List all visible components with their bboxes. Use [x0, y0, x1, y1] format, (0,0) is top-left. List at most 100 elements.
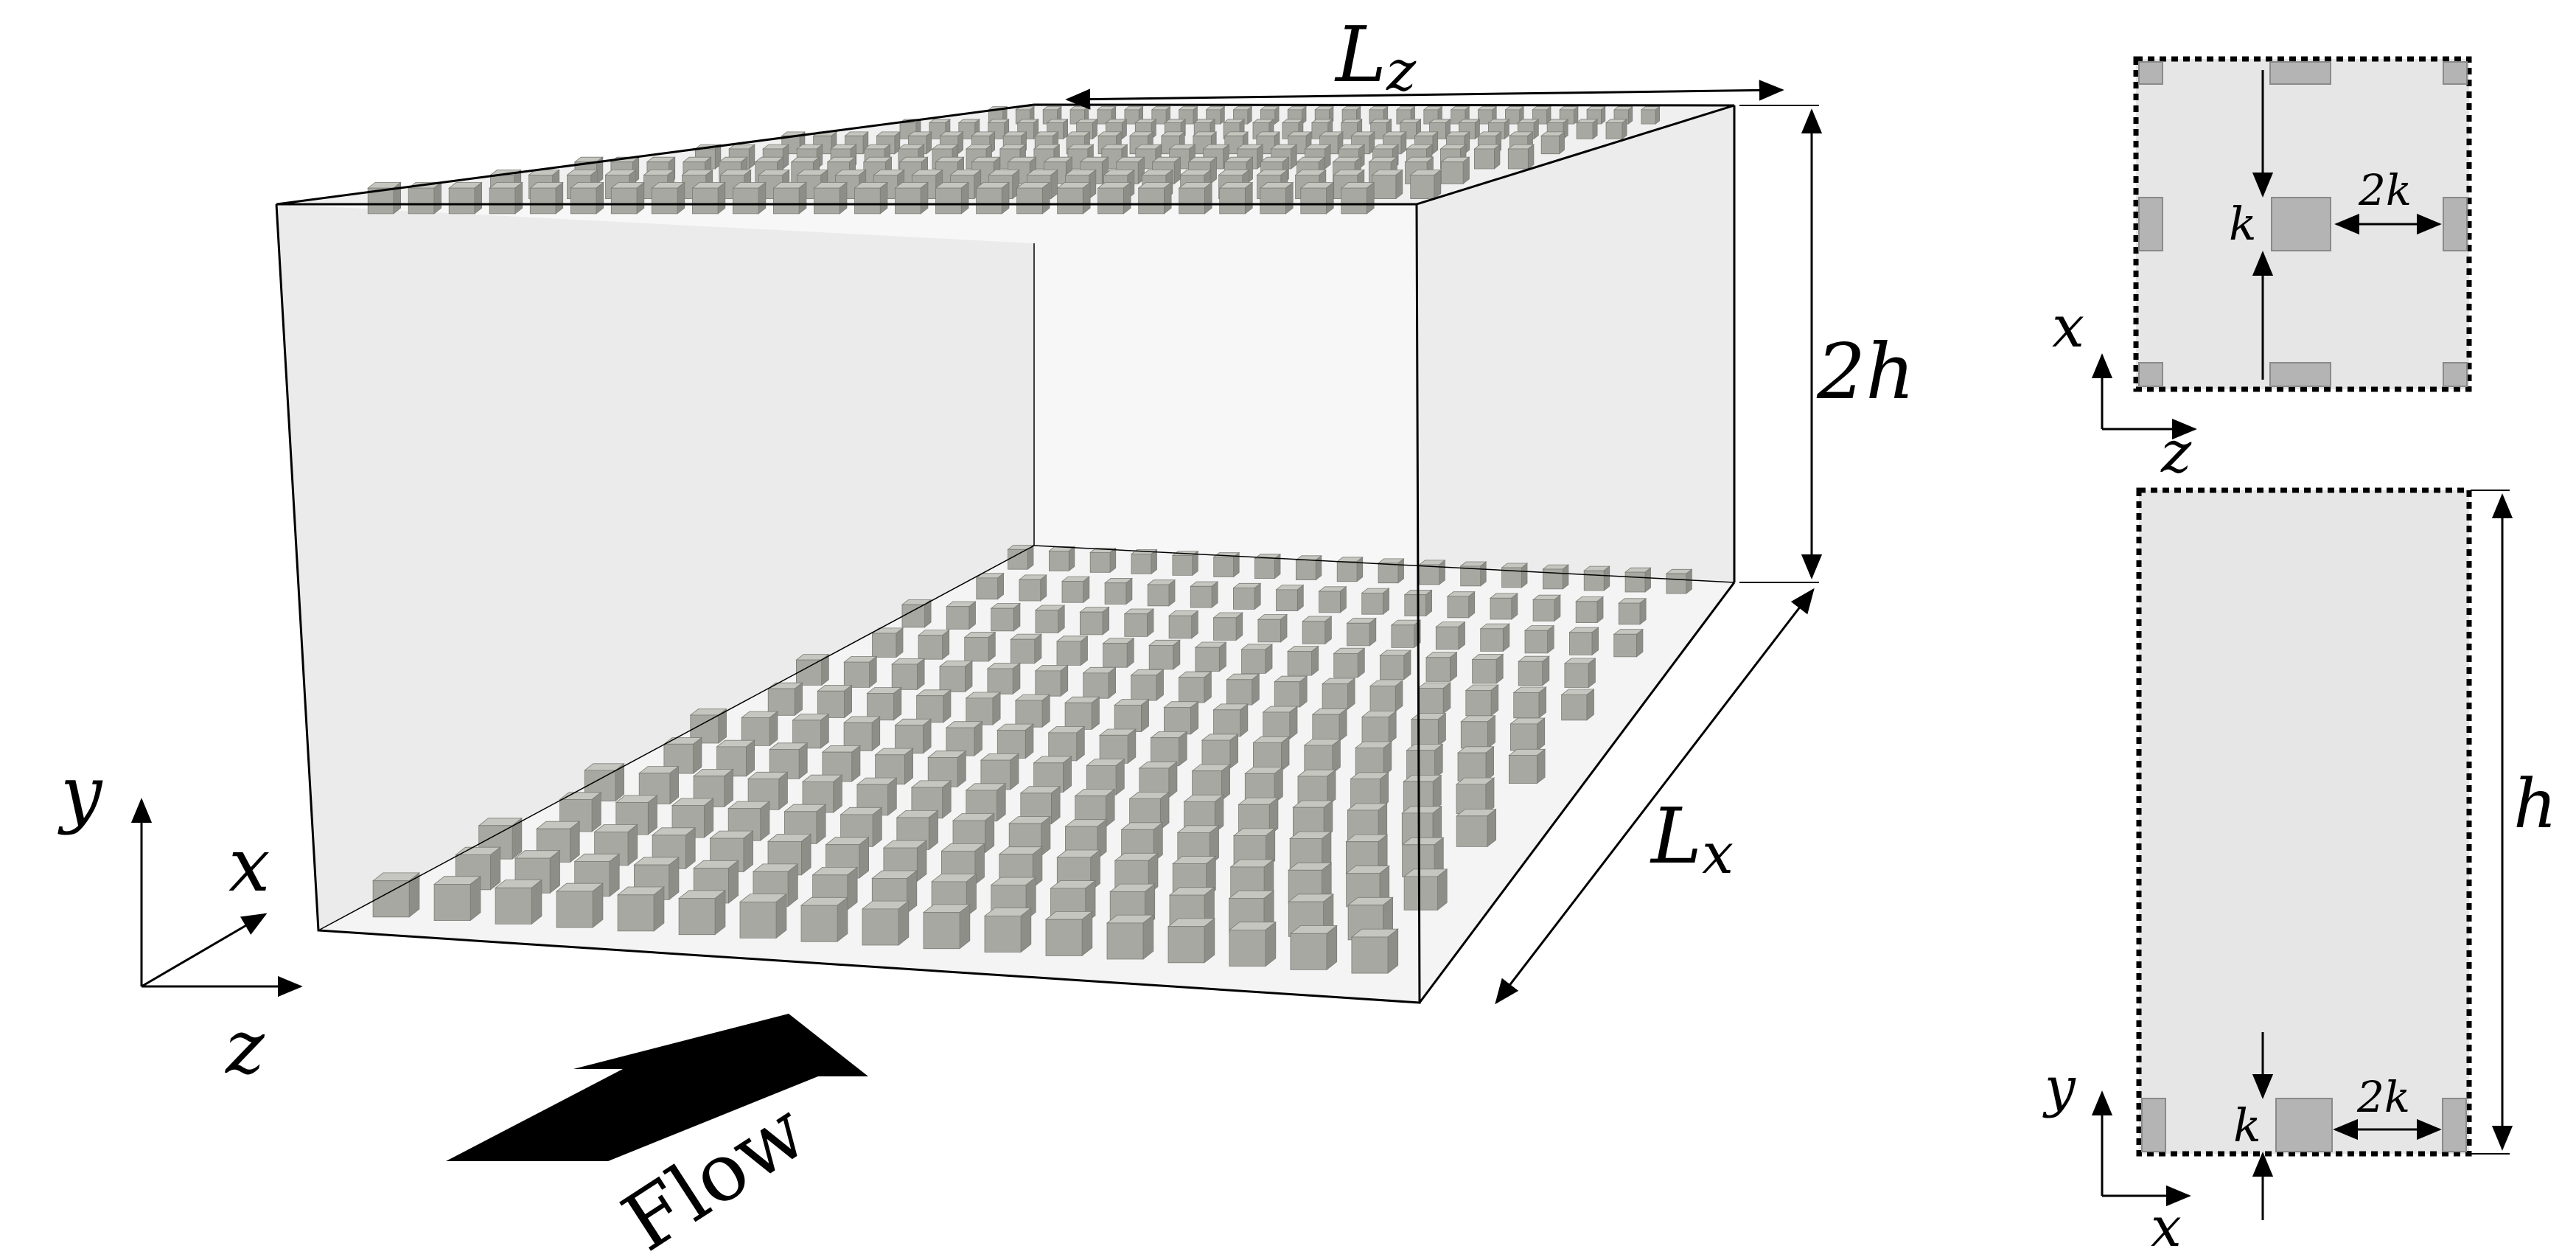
roughness-cube — [1130, 549, 1158, 575]
roughness-cube — [894, 718, 932, 754]
roughness-cube — [1218, 181, 1254, 215]
roughness-block — [2443, 61, 2468, 85]
roughness-cube — [1361, 710, 1397, 745]
roughness-cube — [1563, 658, 1596, 689]
roughness-cube — [1292, 800, 1333, 839]
roughness-cube — [1286, 645, 1319, 676]
roughness-cube — [945, 720, 983, 756]
top-inset-axis-x: x — [2052, 294, 2084, 361]
roughness-cube — [1296, 769, 1337, 807]
roughness-cube — [1456, 745, 1495, 782]
roughness-cube — [1033, 756, 1072, 793]
roughness-cube — [1275, 584, 1305, 612]
roughness-cube — [1007, 544, 1035, 571]
roughness-cube — [917, 629, 950, 661]
roughness-cube — [1178, 671, 1212, 703]
side-view-inset: k 2k h y x — [2042, 487, 2557, 1257]
roughness-cube — [1295, 554, 1322, 581]
roughness-cube — [946, 601, 977, 630]
roughness-cube — [367, 181, 402, 215]
roughness-cube — [1501, 563, 1529, 588]
roughness-cube — [1575, 596, 1605, 624]
roughness-cube — [1050, 880, 1097, 925]
roughness-cube — [930, 873, 977, 917]
roughness-cube — [584, 762, 625, 802]
roughness-cube — [772, 181, 808, 215]
roughness-cube — [1123, 608, 1155, 638]
roughness-cube — [1440, 156, 1470, 185]
roughness-cube — [1048, 546, 1075, 572]
roughness-cube — [433, 875, 482, 922]
roughness-cube — [854, 181, 889, 215]
roughness-cube — [965, 692, 1002, 725]
roughness-cube — [1460, 714, 1496, 749]
roughness-cube — [689, 708, 727, 744]
roughness-cube — [1456, 808, 1497, 848]
roughness-cube — [1259, 181, 1294, 215]
roughness-cube — [494, 879, 543, 925]
roughness-cube — [1509, 717, 1546, 751]
roughness-cube — [1479, 623, 1510, 652]
roughness-cube — [792, 713, 830, 749]
roughness-cube — [1244, 766, 1284, 804]
flow-arrow: Flow — [446, 1014, 868, 1257]
roughness-cube — [983, 907, 1032, 953]
roughness-block — [2138, 362, 2163, 387]
side-inset-axis-x: x — [2151, 1196, 2182, 1257]
roughness-cube — [891, 658, 926, 691]
roughness-cube — [1401, 805, 1442, 845]
roughness-block — [2138, 61, 2163, 85]
roughness-cube — [1377, 558, 1405, 584]
roughness-cube — [1410, 712, 1447, 747]
roughness-cube — [1333, 647, 1366, 678]
roughness-cube — [677, 889, 727, 936]
roughness-cube — [1257, 613, 1288, 643]
roughness-cube — [1575, 118, 1599, 140]
roughness-cube — [1016, 181, 1051, 215]
roughness-cube — [1137, 181, 1173, 215]
roughness-cube — [1089, 547, 1117, 574]
roughness-block — [2443, 197, 2468, 251]
roughness-cube — [767, 682, 803, 717]
roughness-cube — [1254, 553, 1282, 579]
lx-dimension: Lx — [1495, 588, 1815, 1005]
side-k-label: k — [2233, 1098, 2261, 1152]
top-view-inset: k 2k x z — [2052, 56, 2472, 486]
roughness-cube — [795, 653, 830, 686]
roughness-cube — [1523, 624, 1555, 654]
flow-arrow-shape — [446, 1014, 868, 1161]
side-spacing-label: 2k — [2356, 1072, 2410, 1122]
roughness-block — [2269, 362, 2331, 387]
roughness-cube — [1167, 610, 1199, 639]
roughness-cube — [1228, 921, 1277, 967]
roughness-cube — [1289, 925, 1338, 971]
roughness-cube — [842, 716, 881, 752]
roughness-cube — [874, 748, 914, 785]
roughness-cube — [980, 753, 1020, 790]
top-k-label: k — [2229, 197, 2257, 251]
height-dimension: 2h — [1739, 105, 1915, 583]
roughness-cube — [1340, 181, 1375, 215]
side-height-label: h — [2513, 765, 2557, 843]
roughness-cube — [1459, 561, 1487, 587]
roughness-cube — [638, 765, 680, 805]
axis-z-label: z — [225, 1004, 265, 1090]
channel-box — [275, 103, 1736, 1004]
roughness-cube — [938, 660, 974, 693]
roughness-cube — [1163, 700, 1199, 735]
roughness-cube — [1361, 588, 1390, 616]
roughness-cube — [1406, 743, 1444, 779]
roughness-cube — [570, 181, 604, 215]
roughness-cube — [1018, 574, 1047, 602]
roughness-cube — [739, 893, 788, 939]
roughness-cube — [616, 886, 666, 932]
roughness-cube — [1191, 764, 1231, 801]
height-label: 2h — [1816, 327, 1915, 417]
roughness-cube — [1194, 641, 1227, 672]
roughness-cube — [1665, 568, 1693, 594]
roughness-cube — [691, 181, 726, 215]
roughness-cube — [1010, 633, 1043, 664]
roughness-cube — [1409, 169, 1442, 200]
roughness-cube — [1079, 606, 1110, 636]
